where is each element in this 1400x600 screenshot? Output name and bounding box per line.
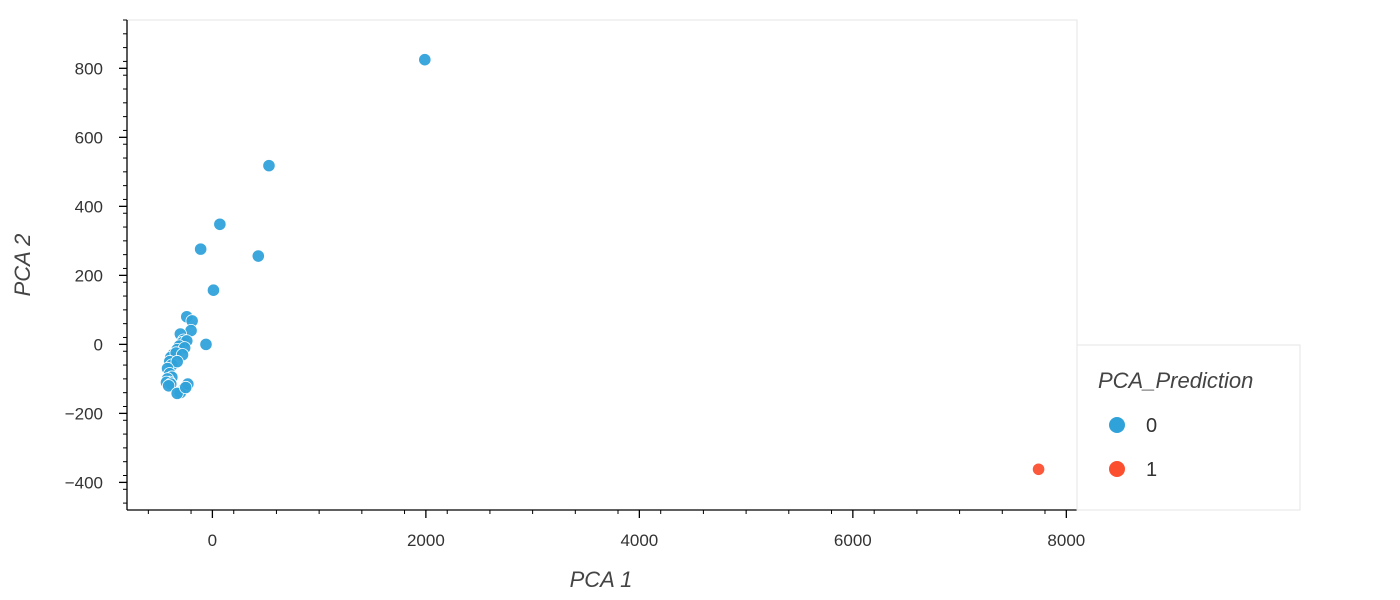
y-axis-title: PCA 2 bbox=[10, 234, 35, 297]
data-point bbox=[162, 379, 176, 393]
y-tick-label: −400 bbox=[65, 473, 103, 492]
data-point bbox=[199, 337, 213, 351]
legend: PCA_Prediction 0 1 bbox=[1076, 344, 1301, 511]
data-point bbox=[179, 380, 193, 395]
x-tick-label: 2000 bbox=[407, 531, 445, 550]
plot-frame bbox=[126, 19, 1078, 511]
y-tick-label: 600 bbox=[75, 128, 103, 147]
y-tick-label: 0 bbox=[94, 335, 103, 354]
x-axis-title: PCA 1 bbox=[570, 567, 633, 592]
y-tick-label: 200 bbox=[75, 266, 103, 285]
data-point bbox=[213, 217, 227, 231]
legend-label: 0 bbox=[1146, 415, 1157, 437]
x-tick-label: 6000 bbox=[834, 531, 872, 550]
y-tick-label: 800 bbox=[75, 59, 103, 78]
data-point bbox=[194, 242, 208, 256]
data-point bbox=[206, 283, 221, 297]
y-tick-label: −200 bbox=[65, 404, 103, 423]
data-point bbox=[262, 159, 276, 173]
x-tick-label: 8000 bbox=[1047, 531, 1085, 550]
x-tick-label: 4000 bbox=[620, 531, 658, 550]
legend-marker bbox=[1109, 417, 1125, 433]
data-point bbox=[170, 355, 184, 369]
x-tick-label: 0 bbox=[208, 531, 217, 550]
data-point bbox=[418, 53, 432, 67]
y-tick-label: 400 bbox=[75, 197, 103, 216]
legend-label: 1 bbox=[1146, 459, 1157, 481]
legend-title: PCA_Prediction bbox=[1098, 368, 1253, 393]
data-point bbox=[1031, 462, 1046, 476]
data-point bbox=[251, 249, 265, 263]
legend-marker bbox=[1109, 461, 1125, 477]
